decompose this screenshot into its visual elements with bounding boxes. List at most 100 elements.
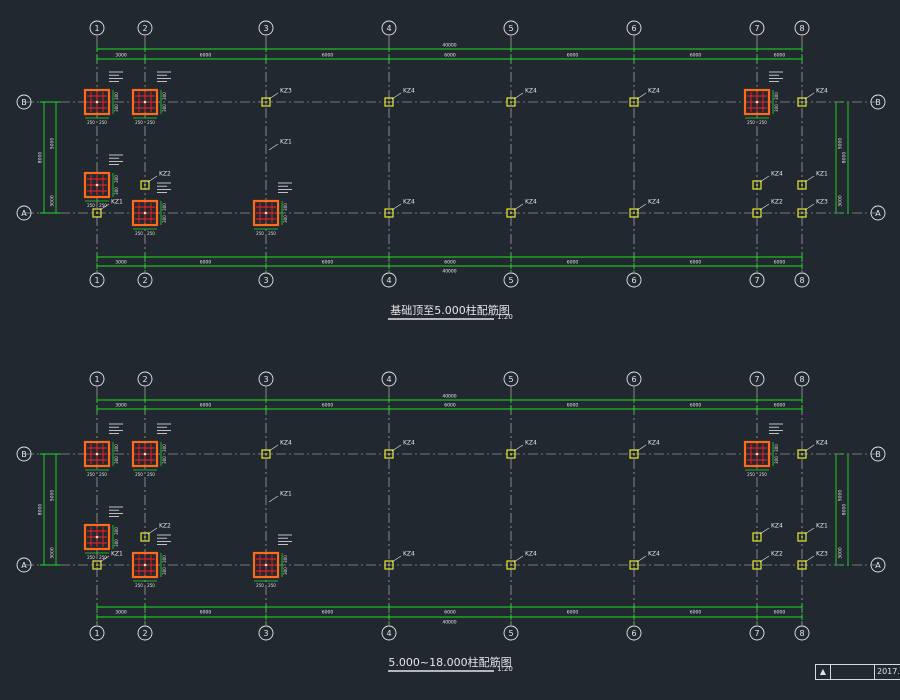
axis-bubble-bottom-7-label: 7 — [754, 629, 759, 638]
small-column-12 — [797, 180, 807, 190]
small-column-8 — [506, 208, 516, 218]
column-label-9-leader — [636, 203, 647, 211]
axis-bubble-top-5 — [503, 20, 519, 36]
axis-bubble-bottom-4 — [381, 625, 397, 641]
small-column-9 — [629, 208, 639, 218]
column-label-15: KZ1 — [280, 139, 292, 146]
bay-dimension-top-5: 6000 — [567, 53, 579, 59]
section-dim-top-4: 300 — [114, 175, 119, 183]
column-label-15-leader — [268, 143, 279, 151]
small-column-4 — [384, 97, 394, 107]
section-dim-top-6: 300 — [283, 203, 288, 211]
section-dim-right-5: 250 — [147, 231, 155, 236]
column-label-7-leader — [391, 203, 402, 211]
column-label-4-leader — [391, 444, 402, 452]
plan-1: 1 1 2 2 3 3 4 4 5 5 6 6 7 7 8 8 B A B A 40000 40000 3000 3000 60… — [16, 20, 886, 321]
small-column-10 — [797, 97, 807, 107]
section-dim-top-2: 300 — [162, 92, 167, 100]
bay-dimension-top-7: 6000 — [774, 403, 786, 409]
section-dim-top-3: 300 — [774, 444, 779, 452]
axis-bubble-right-b-label: B — [875, 450, 881, 459]
axis-bubble-top-6-label: 6 — [631, 375, 636, 384]
bay-dimension-top-1: 3000 — [115, 403, 127, 409]
section-dim-left-1: 250 — [87, 120, 95, 125]
plan-scale-1: 1:20 — [497, 313, 513, 321]
small-column-14-dot — [801, 212, 803, 214]
axis-bubble-top-2 — [137, 371, 153, 387]
bay-dimension-bottom-3: 6000 — [322, 610, 334, 616]
bay-dimension-top-6: 6000 — [690, 403, 702, 409]
column-label-2-leader — [147, 175, 158, 183]
axis-bubble-top-1-label: 1 — [94, 24, 99, 33]
axis-bubble-top-3-label: 3 — [263, 24, 268, 33]
side-dimension-part2-0: 3000 — [50, 547, 56, 559]
small-column-8-dot — [510, 564, 512, 566]
side-dimension-part2-0: 3000 — [50, 195, 56, 207]
section-dim-right-2: 250 — [147, 120, 155, 125]
small-column-12 — [797, 532, 807, 542]
side-dimension-part1-1: 5000 — [838, 138, 844, 150]
bay-dimension-top-1: 3000 — [115, 53, 127, 59]
bay-dimension-bottom-2: 6000 — [200, 610, 212, 616]
small-column-11 — [752, 532, 762, 542]
side-dimension-part2-1: 3000 — [838, 547, 844, 559]
axis-bubble-top-1 — [89, 371, 105, 387]
section-dim-right-1: 250 — [99, 472, 107, 477]
plan-title-2: 5.000~18.000柱配筋图 — [388, 655, 511, 669]
side-dimension-part1-1: 5000 — [838, 490, 844, 502]
section-dim-bottom-3: 300 — [774, 456, 779, 464]
column-label-1-leader — [99, 555, 110, 563]
small-column-5-dot — [510, 101, 512, 103]
column-section-6-center-dot — [264, 563, 268, 567]
bay-dimension-bottom-5: 6000 — [567, 610, 579, 616]
axis-bubble-top-8-label: 8 — [799, 375, 804, 384]
small-column-13-dot — [756, 564, 758, 566]
small-column-2 — [140, 180, 150, 190]
section-dim-left-2: 250 — [135, 472, 143, 477]
axis-bubble-bottom-3-label: 3 — [263, 629, 268, 638]
axis-bubble-bottom-6-label: 6 — [631, 629, 636, 638]
column-label-8: KZ4 — [525, 551, 537, 558]
axis-bubble-bottom-4-label: 4 — [386, 629, 391, 638]
bay-dimension-top-3: 6000 — [322, 53, 334, 59]
axis-bubble-bottom-8 — [794, 272, 810, 288]
small-column-11-dot — [756, 536, 758, 538]
axis-bubble-left-a — [16, 557, 32, 573]
column-section-3-center-dot — [755, 452, 759, 456]
small-column-7-dot — [388, 212, 390, 214]
column-section-1-center-dot — [95, 100, 99, 104]
section-dim-top-1: 300 — [114, 444, 119, 452]
column-section-5 — [131, 199, 159, 227]
axis-bubble-left-b-label: B — [21, 98, 27, 107]
axis-bubble-top-6-label: 6 — [631, 24, 636, 33]
column-label-5-leader — [513, 444, 524, 452]
section-dim-left-1: 250 — [87, 472, 95, 477]
small-column-6 — [629, 449, 639, 459]
column-label-3: KZ4 — [280, 440, 292, 447]
bay-dimension-top-6: 6000 — [690, 53, 702, 59]
small-column-14 — [797, 560, 807, 570]
column-label-11: KZ4 — [771, 523, 783, 530]
column-label-11-leader — [759, 527, 770, 535]
axis-bubble-bottom-2 — [137, 625, 153, 641]
small-column-3-dot — [265, 453, 267, 455]
small-column-10 — [797, 449, 807, 459]
column-label-6: KZ4 — [648, 88, 660, 95]
column-section-6-center-dot — [264, 211, 268, 215]
section-dim-bottom-6: 300 — [283, 567, 288, 575]
small-column-13 — [752, 208, 762, 218]
axis-bubble-right-a-label: A — [875, 209, 881, 218]
axis-bubble-top-1 — [89, 20, 105, 36]
side-dimension-part2-1: 3000 — [838, 195, 844, 207]
title-block-symbol: ▲ — [816, 665, 831, 679]
small-column-1-dot — [96, 212, 98, 214]
axis-bubble-top-7-label: 7 — [754, 24, 759, 33]
column-label-1: KZ1 — [111, 199, 123, 206]
small-column-6-dot — [633, 453, 635, 455]
small-column-5 — [506, 97, 516, 107]
column-label-9-leader — [636, 555, 647, 563]
small-column-14-dot — [801, 564, 803, 566]
axis-bubble-bottom-8-label: 8 — [799, 629, 804, 638]
section-dim-bottom-5: 300 — [162, 567, 167, 575]
column-label-4-leader — [391, 92, 402, 100]
